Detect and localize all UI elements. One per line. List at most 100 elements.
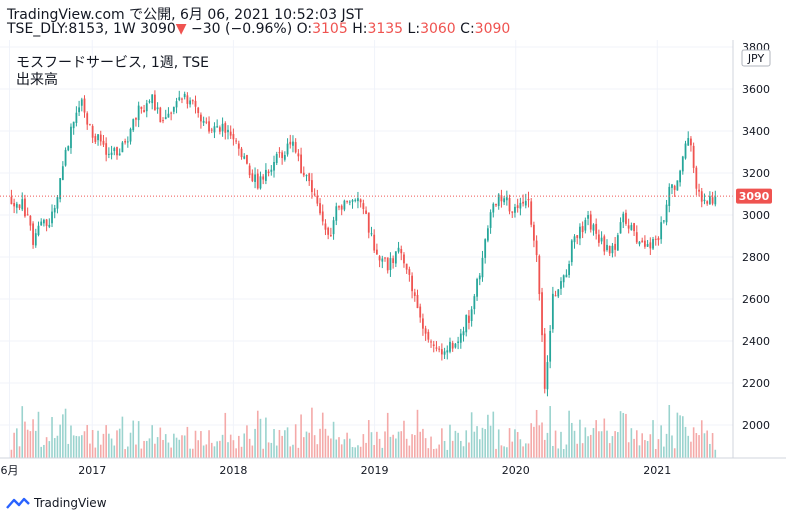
candle-body — [302, 172, 305, 176]
volume-bar — [70, 425, 72, 458]
volume-bar — [140, 448, 143, 458]
volume-bar — [497, 429, 500, 458]
volume-bar — [286, 427, 289, 458]
legend-volume[interactable]: 出来高 — [16, 72, 58, 88]
candle-body — [32, 223, 34, 245]
volume-bar — [305, 431, 308, 458]
volume-bar — [186, 426, 189, 458]
candle-body — [83, 98, 86, 113]
candle-body — [132, 119, 135, 131]
candle-body — [419, 306, 422, 318]
volume-bar — [335, 439, 338, 458]
candle-body — [10, 196, 13, 205]
candle-body — [616, 235, 619, 251]
price-tick: 2800 — [742, 251, 770, 264]
volume-bar — [97, 430, 99, 458]
candle-body — [546, 362, 549, 390]
volume-bar — [668, 404, 671, 458]
volume-bar — [489, 425, 492, 458]
candle-body — [468, 315, 470, 323]
volume-bar — [579, 419, 581, 458]
candle-body — [343, 200, 346, 210]
volume-bar — [600, 431, 603, 458]
candle-body — [24, 198, 26, 217]
candle-body — [492, 203, 495, 213]
volume-bar — [357, 445, 359, 458]
volume-bar — [67, 443, 70, 458]
candle-body — [652, 239, 654, 249]
volume-bar — [376, 431, 378, 458]
candle-body — [218, 127, 221, 132]
volume-bar — [265, 417, 267, 458]
volume-bar — [40, 446, 42, 458]
candle-body — [305, 175, 308, 177]
time-axis[interactable]: 6月 2017 2018 2019 2020 2021 — [0, 464, 671, 477]
candle-body — [56, 197, 59, 209]
close-label: C: — [460, 21, 475, 37]
candle-body — [45, 219, 48, 226]
volume-bar — [614, 431, 616, 458]
candle-body — [200, 114, 202, 122]
volume-bar — [435, 448, 438, 458]
time-tick: 2018 — [219, 464, 247, 477]
volume-bar — [495, 448, 497, 458]
volume-bar — [384, 431, 386, 458]
candle-body — [167, 113, 170, 118]
volume-bar — [175, 437, 178, 458]
volume-bar — [183, 435, 186, 458]
candle-body — [489, 212, 492, 228]
legend-title[interactable]: モスフードサービス, 1週, TSE — [16, 55, 209, 71]
time-tick: 2020 — [502, 464, 530, 477]
volume-bar — [240, 446, 243, 458]
candle-body — [346, 200, 349, 202]
candle-body — [48, 224, 51, 227]
candle-body — [332, 220, 335, 235]
candle-body — [140, 106, 143, 109]
candle-body — [533, 224, 535, 241]
volume-bar — [224, 412, 227, 458]
candle-body — [505, 197, 508, 201]
volume-bar — [416, 409, 419, 458]
candle-body — [15, 203, 18, 208]
volume-bar — [381, 447, 384, 458]
volume-bar — [654, 448, 657, 458]
candle-body — [70, 126, 72, 149]
candle-body — [113, 148, 116, 152]
volume-bar — [627, 442, 630, 458]
candle-body — [459, 333, 462, 343]
candle-body — [592, 224, 595, 231]
candle-body — [118, 153, 121, 156]
candle-body — [516, 205, 519, 209]
volume-bar — [503, 446, 505, 458]
volume-bar — [216, 441, 218, 458]
candle-body — [408, 269, 411, 275]
time-tick: 2021 — [643, 464, 671, 477]
volume-bar — [219, 440, 221, 458]
candle-body — [611, 245, 614, 254]
candle-body — [662, 220, 665, 222]
volume-bar — [91, 430, 94, 458]
volume-bar — [397, 431, 400, 458]
volume-bar — [349, 438, 351, 458]
currency-badge[interactable]: JPY — [741, 49, 771, 67]
volume-bar — [508, 428, 511, 458]
candle-body — [316, 195, 319, 204]
volume-bar — [441, 428, 443, 458]
candle-body — [26, 214, 29, 216]
volume-bar — [706, 430, 708, 458]
candle-body — [519, 202, 522, 209]
price-tick: 2200 — [742, 377, 770, 390]
brand-name[interactable]: TradingView.com — [7, 7, 125, 23]
volume-bar — [197, 440, 200, 458]
candle-body — [251, 173, 254, 182]
price-tick: 2600 — [742, 293, 770, 306]
candle-body — [411, 275, 413, 292]
volume-bar — [13, 432, 15, 458]
volume-bar — [411, 434, 413, 458]
footer-brand[interactable]: TradingView — [34, 496, 107, 510]
candle-body — [673, 185, 676, 190]
candle-body — [338, 206, 340, 208]
price-pane — [10, 90, 717, 397]
volume-bar — [514, 429, 516, 458]
